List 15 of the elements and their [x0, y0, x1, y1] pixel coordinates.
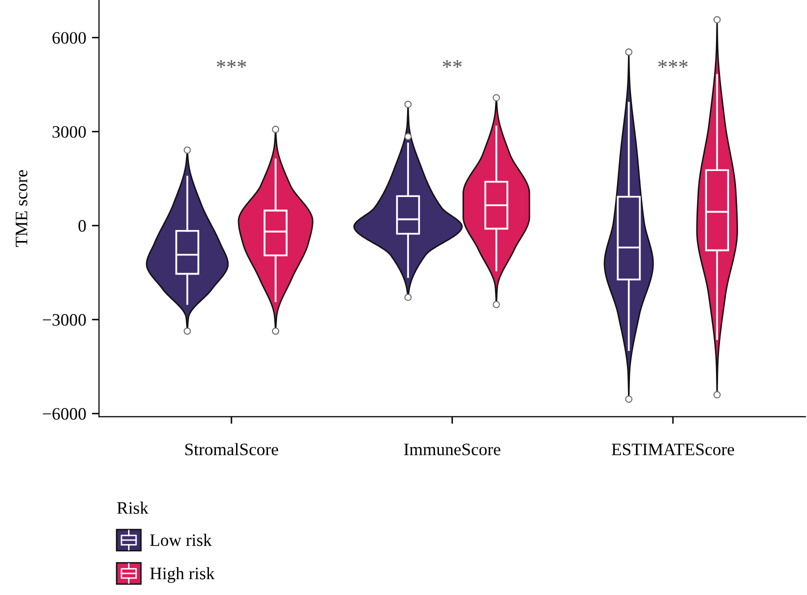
x-tick-label: ImmuneScore: [404, 444, 500, 456]
legend-title: Risk: [117, 502, 148, 514]
legend-label: Low risk: [150, 534, 212, 546]
x-tick-label: ESTIMATEScore: [612, 444, 734, 456]
annotation: ***: [216, 60, 246, 68]
y-tick-label: 3000: [52, 126, 86, 138]
legend-label: High risk: [150, 567, 215, 583]
x-tick-label: StromalScore: [185, 443, 278, 456]
y-axis-title: TME score: [16, 170, 28, 247]
annotation: ***: [658, 60, 688, 68]
y-tick-label: 0: [78, 220, 86, 232]
y-tick-label: −3000: [42, 314, 86, 326]
annotation: **: [442, 60, 462, 68]
y-tick-label: −6000: [42, 408, 86, 420]
y-tick-label: 6000: [52, 32, 86, 44]
